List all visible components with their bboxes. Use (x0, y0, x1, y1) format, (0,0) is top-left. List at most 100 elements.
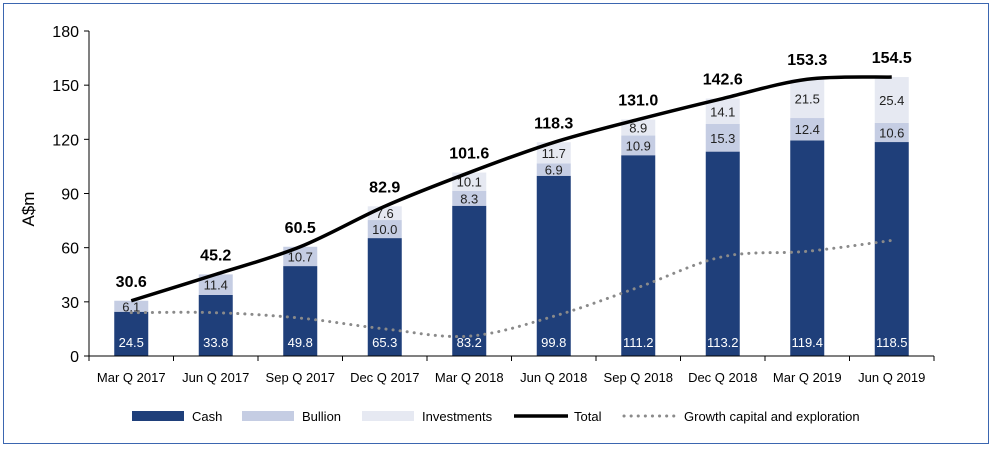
y-tick-label: 30 (61, 295, 79, 312)
total-label: 45.2 (200, 247, 231, 264)
data-label-cash: 119.4 (791, 335, 823, 350)
x-tick-label: Sep Q 2017 (266, 370, 335, 385)
bar-investments-segment (621, 119, 656, 136)
legend-item-bullion: Bullion (242, 409, 341, 424)
y-tick-label: 0 (70, 349, 79, 366)
data-label-investments: 25.4 (879, 93, 904, 108)
bar-cash-segment (621, 155, 656, 356)
legend-label: Bullion (302, 409, 341, 424)
bar-bullion-segment (705, 123, 740, 152)
bar-bullion-segment (452, 190, 487, 206)
y-axis-label: A$m (19, 192, 38, 227)
bar-cash-segment (452, 205, 487, 356)
x-tick-label: Jun Q 2018 (520, 370, 587, 385)
data-label-cash: 49.8 (288, 335, 313, 350)
total-label: 30.6 (116, 274, 147, 291)
legend-item-total: Total (514, 409, 602, 424)
data-label-cash: 65.3 (372, 335, 397, 350)
bars (114, 77, 909, 356)
legend-label: Investments (422, 409, 493, 424)
data-label-bullion: 8.3 (460, 191, 478, 206)
chart: 0 30 60 90 120 150 180 A$m 24.5 6.1 33.8 11.4 49.8… (19, 24, 935, 424)
chart-frame: 0 30 60 90 120 150 180 A$m 24.5 6.1 33.8 11.4 49.8… (3, 3, 989, 444)
bar-bullion-segment (874, 122, 909, 143)
x-tick-label: Mar Q 2019 (773, 370, 842, 385)
data-label-bullion: 12.4 (795, 122, 820, 137)
total-labels: 30.6 45.2 60.5 82.9 101.6 118.3 131.0 142.6 153.… (116, 50, 912, 291)
data-label-bullion: 10.9 (626, 138, 651, 153)
y-tick-label: 150 (52, 78, 79, 95)
y-tick-label: 60 (61, 241, 79, 258)
legend-label: Growth capital and exploration (684, 409, 860, 424)
data-label-investments: 10.1 (457, 175, 482, 190)
legend-item-growth-capital-and-exploration: Growth capital and exploration (622, 409, 860, 424)
bar-cash-segment (198, 294, 233, 356)
data-label-investments: 11.7 (542, 146, 566, 161)
legend: Cash Bullion Investments Total Growth capita… (132, 409, 860, 424)
data-label-investments: 21.5 (795, 92, 820, 107)
x-tick-label: Mar Q 2017 (97, 370, 166, 385)
data-label-investments: 8.9 (629, 121, 647, 136)
data-label-bullion: 10.6 (879, 125, 904, 140)
legend-swatch (242, 411, 294, 421)
data-label-cash: 118.5 (876, 335, 908, 350)
data-label-bullion: 11.4 (204, 278, 228, 293)
data-label-cash: 24.5 (119, 335, 144, 350)
bar-cash-segment (536, 175, 571, 356)
bar-bullion-segment (536, 163, 571, 176)
total-label: 131.0 (618, 92, 658, 109)
legend-label: Cash (192, 409, 222, 424)
growth-capital-line (129, 238, 894, 339)
data-label-bullion: 6.9 (545, 163, 563, 178)
data-label-bullion: 10.0 (372, 222, 397, 237)
legend-item-investments: Investments (362, 409, 493, 424)
x-tick-label: Jun Q 2019 (858, 370, 925, 385)
total-line (130, 75, 892, 303)
data-label-cash: 83.2 (457, 335, 482, 350)
bar-bullion-segment (367, 220, 402, 239)
bar-investments-segment (536, 142, 571, 164)
total-label: 153.3 (787, 52, 827, 69)
bar-labels: 24.56.133.811.449.810.765.310.07.683.28.… (119, 92, 908, 350)
data-label-cash: 113.2 (707, 335, 739, 350)
bar-bullion-segment (790, 118, 825, 141)
x-tick-label: Dec Q 2017 (350, 370, 419, 385)
y-tick-label: 120 (52, 132, 79, 149)
bar-bullion-segment (621, 135, 656, 156)
data-label-bullion: 6.1 (122, 299, 140, 314)
bar-cash-segment (114, 311, 149, 356)
bar-cash-segment (874, 142, 909, 356)
legend-swatch (362, 411, 414, 421)
data-label-investments: 14.1 (710, 104, 735, 119)
bar-cash-segment (790, 140, 825, 356)
y-axis: 0 30 60 90 120 150 180 (52, 24, 90, 366)
x-axis: Mar Q 2017 Jun Q 2017 Sep Q 2017 Dec Q 2017… (88, 355, 935, 385)
total-label: 154.5 (872, 50, 912, 67)
y-tick-label: 90 (61, 187, 79, 204)
lines (129, 75, 894, 339)
data-label-bullion: 15.3 (710, 131, 735, 146)
x-tick-label: Dec Q 2018 (688, 370, 757, 385)
x-tick-label: Mar Q 2018 (435, 370, 504, 385)
legend-item-cash: Cash (132, 409, 222, 424)
bar-investments-segment (874, 77, 909, 123)
data-label-cash: 111.2 (623, 335, 654, 350)
total-label: 118.3 (534, 115, 573, 132)
total-label: 142.6 (703, 72, 743, 89)
data-label-cash: 33.8 (203, 335, 228, 350)
total-label: 60.5 (285, 220, 316, 237)
bar-cash-segment (367, 238, 402, 356)
x-tick-label: Sep Q 2018 (604, 370, 673, 385)
bar-investments-segment (790, 79, 825, 119)
total-label: 101.6 (449, 146, 489, 163)
x-tick-label: Jun Q 2017 (182, 370, 249, 385)
bar-bullion-segment (198, 274, 233, 295)
y-tick-label: 180 (52, 24, 79, 41)
total-label: 82.9 (369, 179, 400, 196)
legend-swatch (132, 411, 184, 421)
data-label-cash: 99.8 (541, 335, 566, 350)
legend-label: Total (574, 409, 602, 424)
data-label-bullion: 10.7 (288, 249, 313, 264)
bar-cash-segment (283, 266, 318, 356)
bar-bullion-segment (114, 300, 149, 312)
